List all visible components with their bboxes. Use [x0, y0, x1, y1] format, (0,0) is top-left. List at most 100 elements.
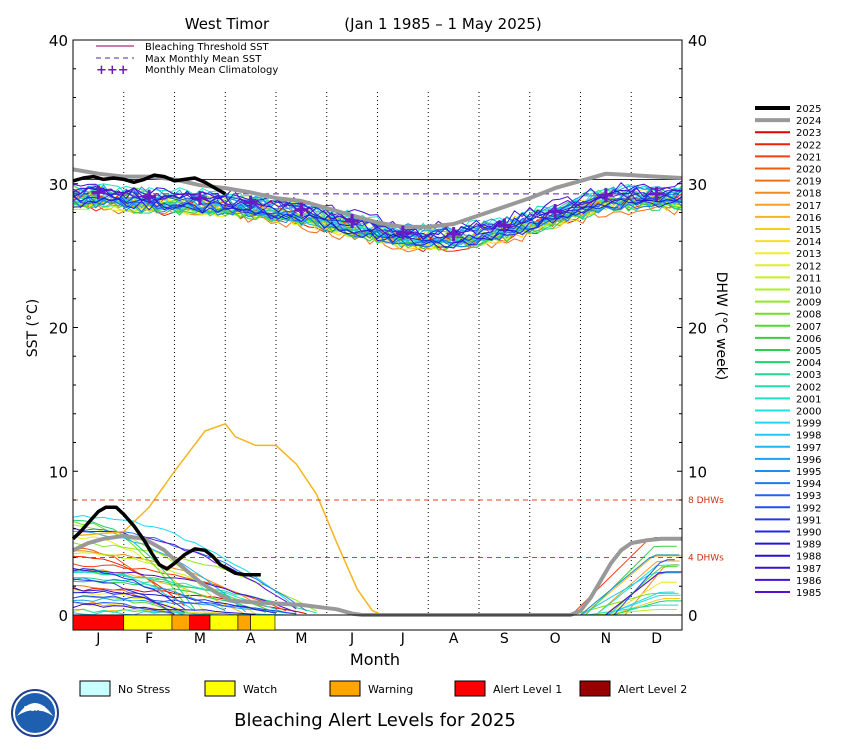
alert-legend-swatch [454, 680, 486, 697]
year-legend-label: 1999 [796, 419, 821, 430]
chart-title: West Timor [185, 15, 270, 33]
dhw-year-curve [72, 536, 206, 613]
dhw-year-curve-late [613, 559, 675, 616]
year-legend-label: 2013 [796, 249, 821, 260]
y-tick-label-right: 30 [688, 176, 707, 194]
y-axis-label-left: SST (°C) [25, 299, 41, 357]
alert-bar-segment [250, 614, 276, 631]
dhw-year-curve [72, 586, 185, 613]
alert-legend-swatch [79, 680, 111, 697]
dhw-series-2025 [71, 505, 261, 577]
climatology-marker [395, 225, 410, 240]
year-legend-label: 2000 [796, 407, 821, 418]
dhw-year-curve-late [612, 600, 682, 616]
month-tick-label: A [449, 631, 459, 647]
alert-legend-label: Warning [368, 683, 413, 696]
year-legend-label: 2002 [796, 382, 821, 393]
year-legend-label: 2017 [796, 201, 821, 212]
sst-year-curve [73, 183, 683, 235]
climatology-layer [91, 185, 664, 242]
y-axis-label-right: DHW (°C week) [713, 272, 729, 381]
year-legend-label: 1988 [796, 552, 821, 563]
year-legend-label: 2012 [796, 261, 821, 272]
sst-year-curve [72, 195, 683, 249]
year-legend-label: 1998 [796, 431, 821, 442]
climatology-marker [192, 191, 207, 206]
climatology-marker [446, 227, 461, 242]
alert-bar-segment [171, 614, 191, 631]
dhw-year-curve [72, 527, 297, 610]
legend-climatology-label: Monthly Mean Climatology [145, 65, 278, 76]
dhw-year-curve [72, 601, 175, 615]
year-legend-label: 2022 [796, 140, 821, 151]
alert-legend-label: No Stress [118, 683, 171, 696]
climatology-marker [497, 218, 512, 233]
dhw-year-curve-late [605, 571, 682, 616]
dhw-year-curve [72, 590, 195, 615]
year-legend-label: 2011 [796, 273, 821, 284]
month-tick-label: O [550, 631, 561, 647]
year-legend-label: 2009 [796, 298, 821, 309]
alert-legend-swatch [204, 680, 236, 697]
month-tick-label: A [246, 631, 256, 647]
month-tick-label: J [95, 631, 100, 647]
alert-legend-swatch [579, 680, 611, 697]
dhw-year-curve-late [611, 598, 681, 616]
sst-series-2025 [72, 173, 227, 196]
year-legend-label: 2023 [796, 128, 821, 139]
plot-frame [72, 39, 683, 631]
dhw-year-curve [72, 563, 287, 612]
alert-legend-label: Alert Level 1 [493, 683, 562, 696]
year-legend-label: 2010 [796, 286, 821, 297]
chart-date-range: (Jan 1 1985 – 1 May 2025) [344, 15, 541, 33]
legend-threshold-label: Bleaching Threshold SST [145, 42, 270, 53]
grid-layer [123, 92, 632, 615]
climatology-marker [91, 185, 106, 200]
y-tick-label-left: 0 [58, 607, 68, 625]
alert-legend-swatch [329, 680, 361, 697]
dhw-year-curve [72, 568, 196, 612]
year-legend-label: 2015 [796, 225, 821, 236]
dhw-threshold-label: 8 DHWs [688, 496, 724, 506]
month-tick-label: N [601, 631, 611, 647]
noaa-logo-icon: NOAA [11, 689, 59, 737]
legend-mmm-label: Max Monthly Mean SST [145, 54, 262, 65]
year-legend-label: 1991 [796, 515, 821, 526]
year-legend-label: 2008 [796, 310, 821, 321]
dhw-year-curve [72, 608, 216, 616]
year-legend-label: 1994 [796, 479, 821, 490]
sst-year-curve [72, 195, 683, 249]
year-legend-label: 1995 [796, 467, 821, 478]
y-tick-label-left: 30 [49, 176, 68, 194]
dhw-year-curve-late [580, 554, 680, 616]
climatology-marker [598, 188, 613, 203]
year-legend-label: 1989 [796, 540, 821, 551]
climatology-marker [294, 202, 309, 217]
dhw-year-curve [72, 603, 256, 615]
year-legend-label: 1985 [796, 588, 821, 599]
year-legend-label: 2018 [796, 189, 821, 200]
alert-bar-2025 [72, 614, 276, 631]
sst-year-curve [72, 186, 683, 239]
climatology-marker [142, 189, 157, 204]
dhw-year-curve [72, 514, 297, 608]
year-legend-label: 1996 [796, 455, 821, 466]
year-legend-label: 1990 [796, 528, 821, 539]
month-tick-label: J [400, 631, 405, 647]
climatology-marker [243, 195, 258, 210]
year-legend-label: 2019 [796, 177, 821, 188]
climatology-marker [345, 214, 360, 229]
sst-year-curve [72, 199, 683, 249]
y-tick-label-right: 40 [688, 32, 707, 50]
highlight-series-layer [71, 167, 683, 617]
month-tick-label: F [145, 631, 153, 647]
alert-bar-segment [237, 614, 251, 631]
year-legend-label: 2021 [796, 152, 821, 163]
alert-legend-label: Watch [243, 683, 277, 696]
legend-climatology-swatch: +++ [96, 63, 129, 78]
year-legend-label: 1987 [796, 564, 821, 575]
year-legend-label: 2024 [796, 116, 821, 127]
year-legend-label: 1986 [796, 576, 821, 587]
